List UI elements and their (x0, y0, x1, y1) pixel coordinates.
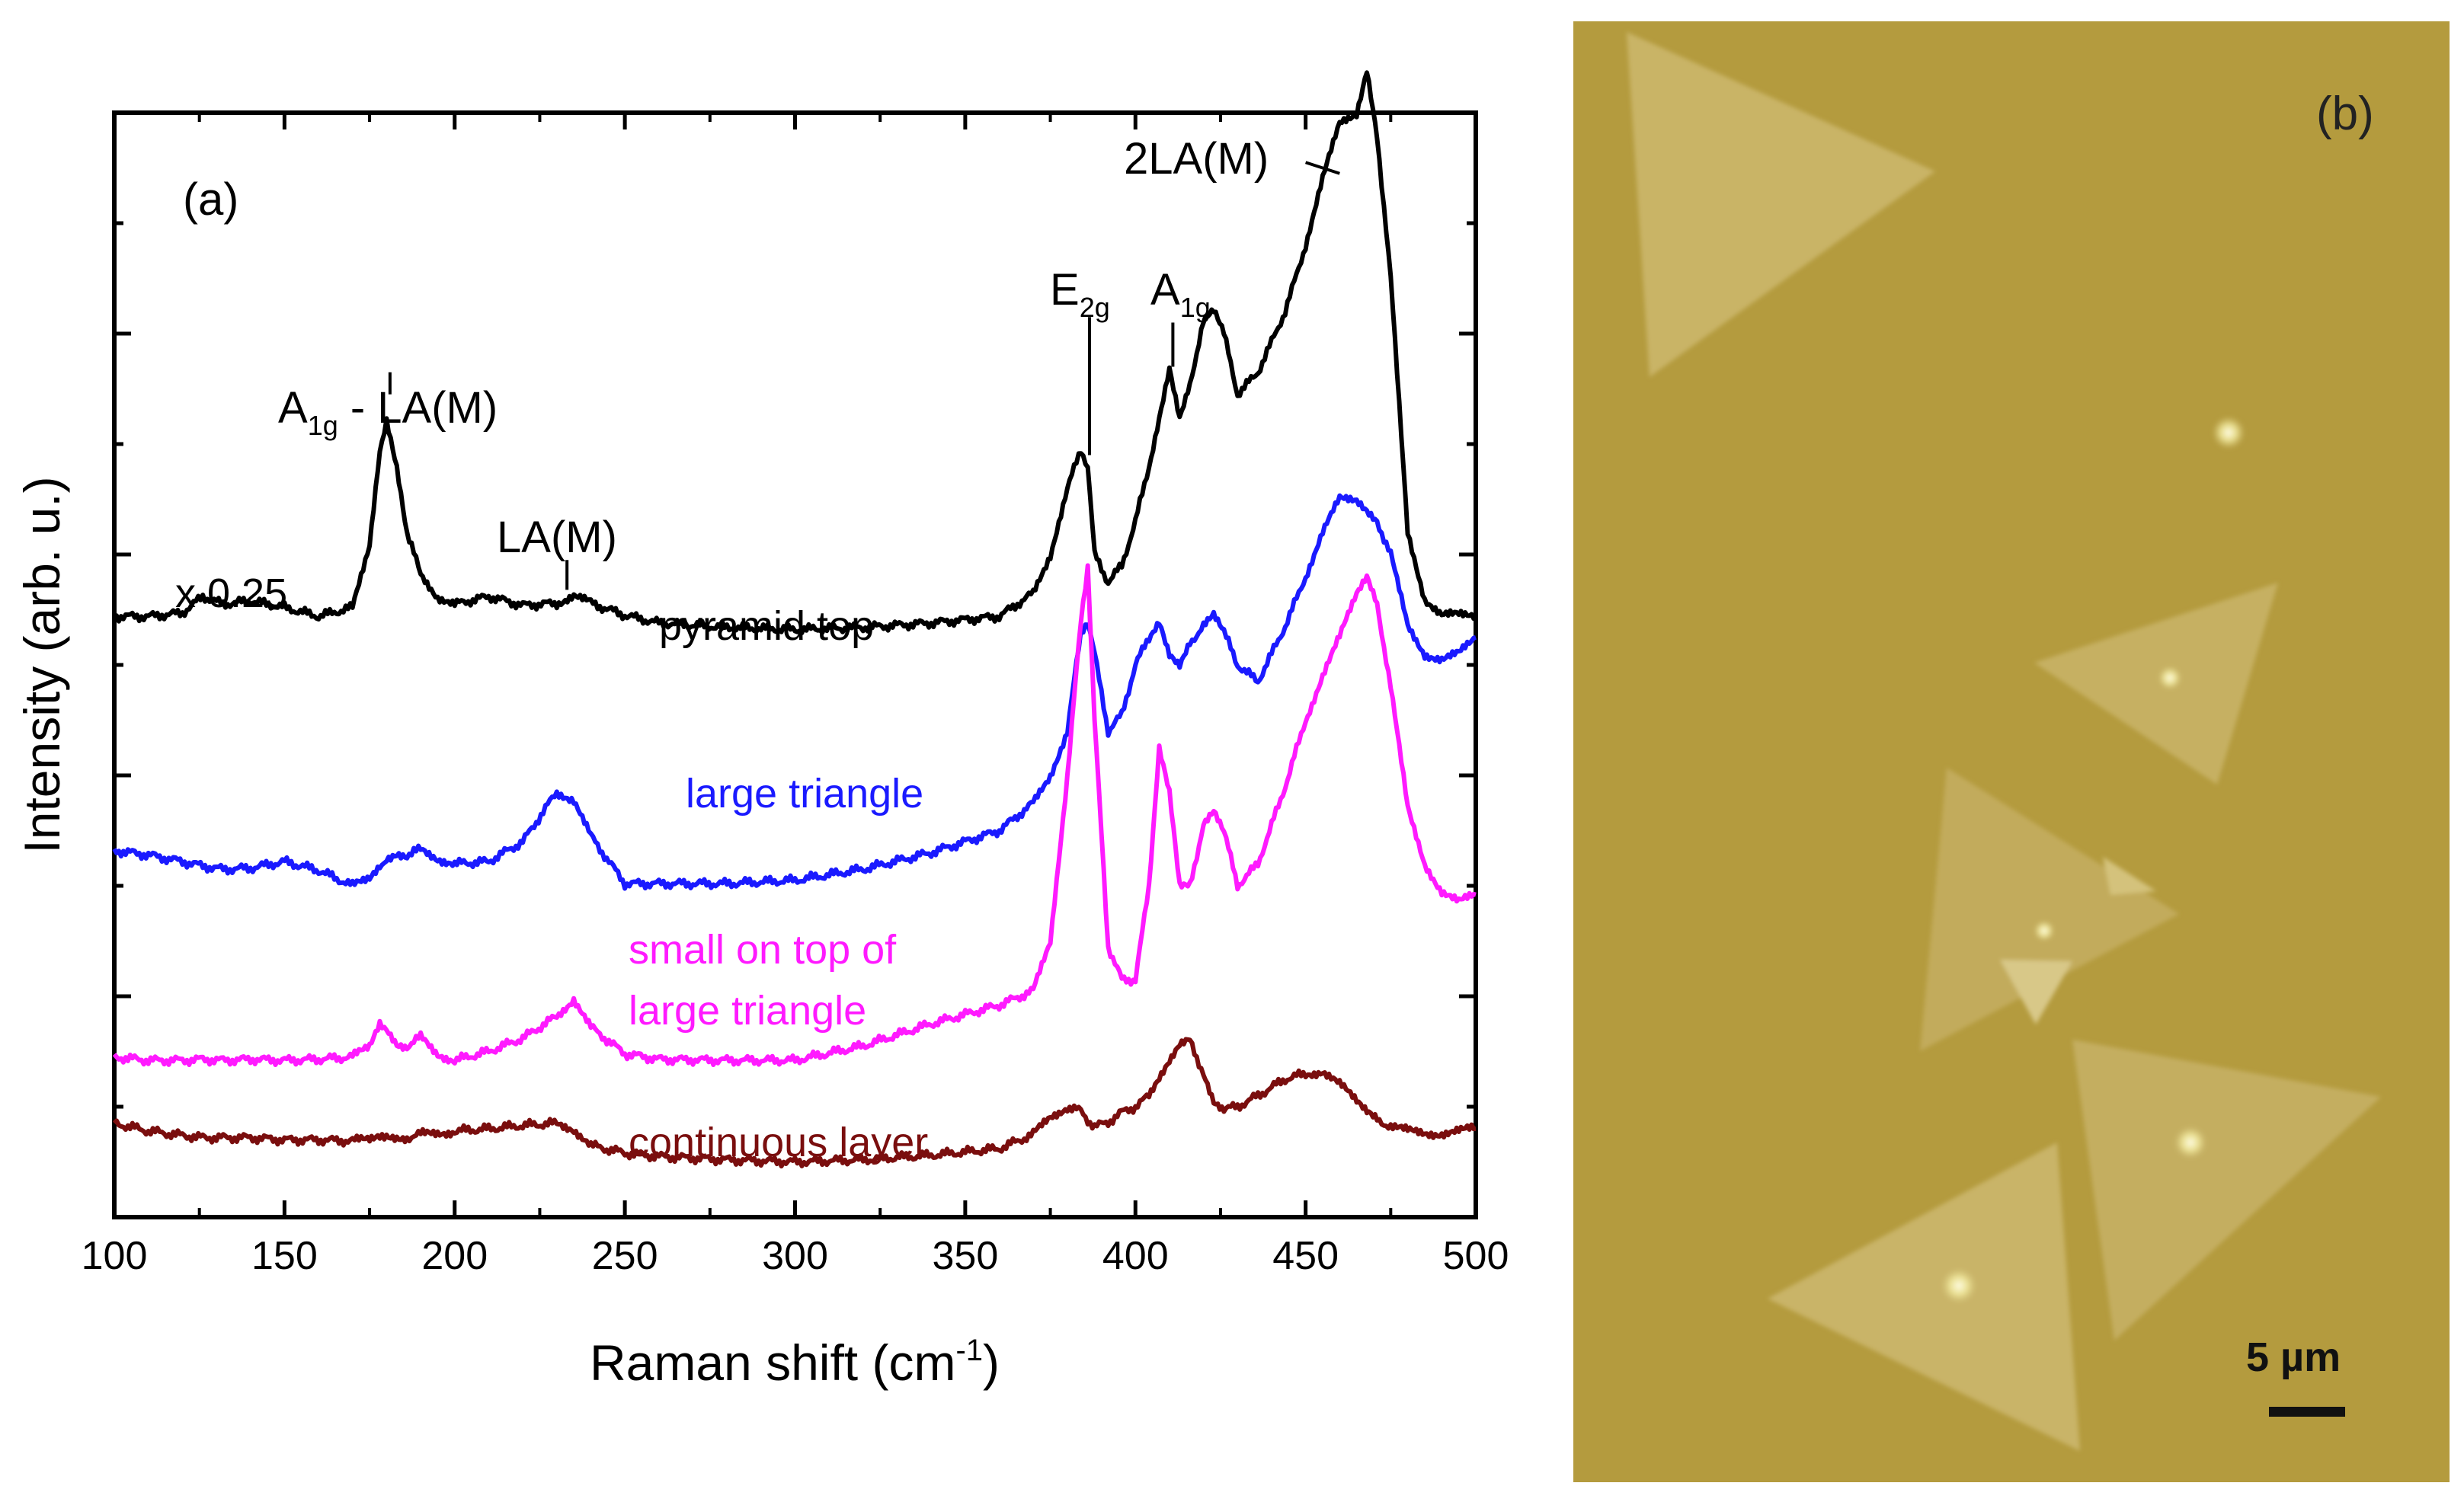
flake-triangle-small-overlay (2000, 960, 2072, 1024)
series-line-pyramid-top (112, 70, 1478, 635)
flake-triangle-mid (2034, 583, 2278, 785)
x-tick-label: 250 (592, 1234, 658, 1278)
series-label-continuous-layer: continuous layer (629, 1120, 928, 1165)
peak-label-a1g: A1g (1150, 265, 1211, 323)
flake-triangle-right (2072, 1040, 2381, 1341)
series-line-large-triangle (112, 493, 1477, 891)
peak-marker-lines (388, 161, 1340, 590)
x-tick-label: 500 (1443, 1234, 1509, 1278)
bright-spot (2174, 1126, 2207, 1159)
panel-b-micrograph: (b) 5 µm (1573, 21, 2450, 1482)
series-lines (112, 70, 1478, 1169)
series-label-small-on-top-line1: small on top of (629, 927, 897, 973)
peak-label-e2g: E2g (1050, 265, 1110, 323)
series-label-pyramid-top: pyramid top (659, 603, 874, 649)
bright-spot (1941, 1267, 1977, 1304)
flake-triangle-top (1627, 32, 1935, 377)
x-axis-tick-labels: 100 150 200 250 300 350 400 450 500 (82, 1234, 1509, 1278)
x-tick-label: 300 (762, 1234, 828, 1278)
scale-bar (2269, 1407, 2345, 1417)
peak-label-2la: 2LA(M) (1124, 134, 1269, 184)
marker-2la (1305, 161, 1340, 175)
series-label-large-triangle: large triangle (686, 771, 923, 817)
x-tick-label: 450 (1272, 1234, 1339, 1278)
x-tick-label: 150 (251, 1234, 318, 1278)
series-line-small-on-top-of-large-triangle (112, 563, 1477, 1067)
x-tick-label: 100 (82, 1234, 148, 1278)
bright-spot (2158, 666, 2182, 690)
peak-label-a1g-minus-la: A1g - LA(M) (278, 383, 498, 441)
plot-frame (112, 110, 1478, 1219)
x-axis-ticks (112, 113, 1478, 1217)
flake-triangle-large (1920, 768, 2179, 1051)
x-tick-label: 200 (421, 1234, 488, 1278)
x-axis-title: Raman shift (cm-1) (590, 1334, 1000, 1391)
panel-b-label: (b) (2316, 88, 2374, 140)
bright-spot (2034, 920, 2055, 941)
panel-a-label: (a) (183, 174, 238, 225)
scale-note: x 0.25 (175, 570, 287, 616)
x-tick-label: 350 (932, 1234, 998, 1278)
peak-label-la: LA(M) (497, 513, 617, 562)
series-label-small-on-top-line2: large triangle (629, 988, 866, 1034)
bright-spot (2212, 416, 2245, 449)
y-axis-ticks (114, 221, 1476, 1109)
flake-triangle-bottom (1768, 1142, 2080, 1451)
series-line-continuous-layer (112, 1037, 1477, 1169)
flake-triangle-tiny (2103, 857, 2156, 895)
scale-bar-label: 5 µm (2246, 1334, 2341, 1380)
panel-a-raman-chart: 100 150 200 250 300 350 400 450 500 (a) x 0.25 A… (14, 70, 1509, 1391)
x-tick-label: 400 (1102, 1234, 1169, 1278)
y-axis-title: Intensity (arb. u.) (14, 476, 70, 853)
